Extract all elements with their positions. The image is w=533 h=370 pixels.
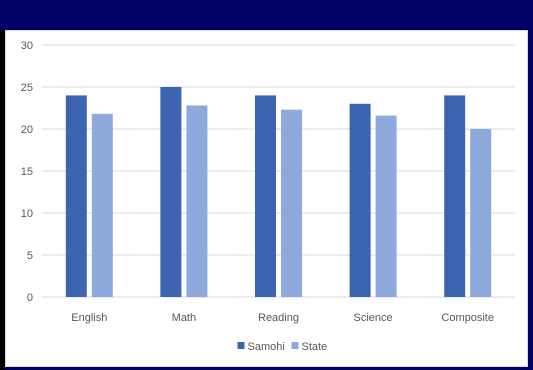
x-tick-label: Reading [258,312,299,324]
bar-samohi-reading [255,95,276,298]
bar-state-math [186,105,208,297]
bar-samohi-composite [444,95,466,298]
bar-state-reading [281,109,302,298]
y-tick-label: 25 [21,82,33,94]
x-tick-label: Science [354,312,393,324]
header-banner [0,0,533,30]
left-edge-strip [0,30,5,370]
bar-state-composite [470,129,492,297]
x-tick-label: Math [172,312,196,324]
y-tick-label: 20 [21,124,33,136]
legend-label-samohi: Samohi [248,341,285,353]
bar-state-science [375,115,397,297]
bar-samohi-english [65,95,87,298]
y-tick-label: 30 [21,40,33,52]
y-tick-label: 15 [21,166,33,178]
y-tick-label: 5 [27,250,33,262]
y-tick-label: 10 [21,208,33,220]
bar-chart: 0 5 10 15 20 25 30 English Math Reading Science Com… [21,40,515,353]
bar-samohi-science [349,103,371,297]
legend-swatch-samohi [237,342,245,349]
legend-swatch-state [291,342,299,349]
legend-label-state: State [302,341,328,353]
y-tick-label: 0 [27,292,33,304]
x-tick-label: Composite [441,312,494,324]
bar-state-english [91,113,113,297]
chart-area: 0 5 10 15 20 25 30 English Math Reading Science Com… [5,30,528,367]
bar-samohi-math [160,87,182,297]
x-tick-label: English [71,312,107,324]
